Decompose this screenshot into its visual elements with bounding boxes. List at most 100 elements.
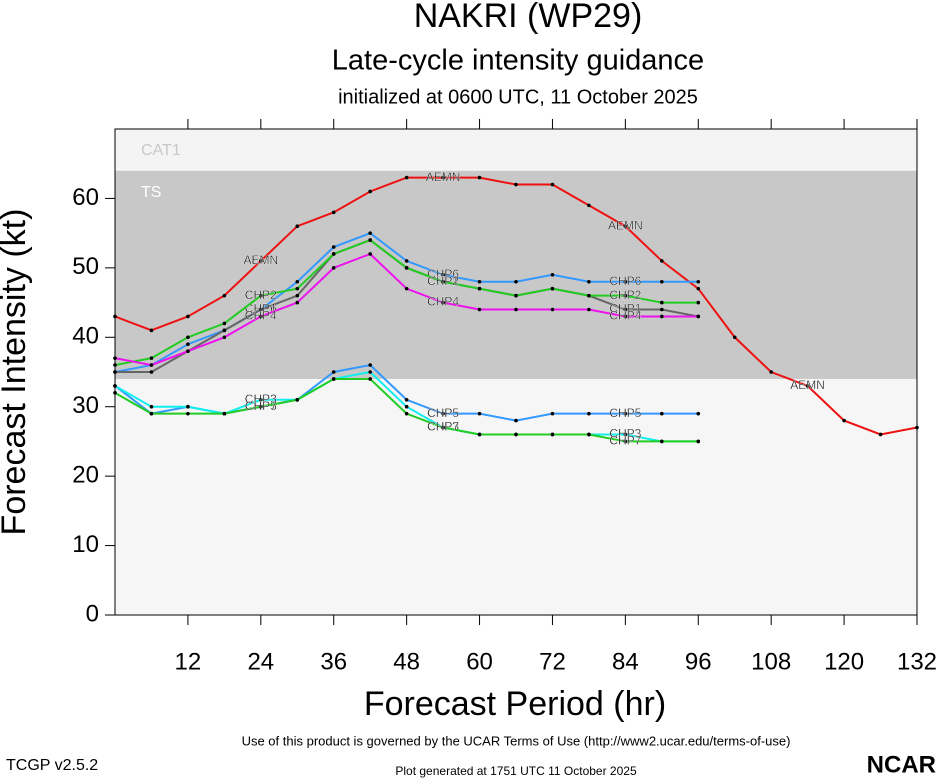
data-point <box>404 259 409 263</box>
data-point <box>477 307 482 312</box>
data-point <box>696 411 701 416</box>
data-point <box>623 224 628 228</box>
x-tick-label: 84 <box>612 648 639 675</box>
series: CHP2 CHP2 CHP2 <box>113 238 701 367</box>
data-point <box>331 377 336 381</box>
intensity-band <box>115 129 917 171</box>
data-point <box>623 432 628 437</box>
y-tick-label: 50 <box>72 253 99 280</box>
series: CHP4 CHP4 CHP4 <box>113 252 701 367</box>
x-tick-label: 48 <box>393 648 420 675</box>
x-axis-label: Forecast Period (hr) <box>364 685 666 723</box>
data-point <box>331 266 336 270</box>
data-point <box>623 279 628 284</box>
data-point <box>149 370 154 374</box>
data-point <box>295 279 300 284</box>
data-point <box>477 411 482 416</box>
data-point <box>660 307 664 312</box>
series-name: CHP5 <box>609 406 641 420</box>
series: AEMN AEMN AEMN AEMN <box>113 170 919 437</box>
logo: NCAR <box>867 751 936 778</box>
data-point <box>514 432 518 437</box>
data-point <box>732 335 737 340</box>
x-tick-label: 72 <box>539 648 566 675</box>
data-point <box>769 370 773 374</box>
y-tick-label: 20 <box>72 461 99 488</box>
x-tick-label: 132 <box>897 648 937 675</box>
series-name: AEMN <box>790 378 825 392</box>
data-point <box>331 370 336 374</box>
y-tick-label: 0 <box>86 600 99 627</box>
data-point <box>477 279 482 284</box>
data-point <box>514 182 518 187</box>
series-name: CHP2 <box>245 288 277 302</box>
data-point <box>368 252 372 256</box>
x-tick-label: 36 <box>320 648 347 675</box>
y-tick-label: 30 <box>72 392 99 419</box>
data-point <box>514 418 518 423</box>
data-point <box>477 432 482 437</box>
intensity-band <box>115 170 917 379</box>
data-point <box>696 300 701 305</box>
data-point <box>660 314 664 319</box>
data-point <box>623 314 628 319</box>
series-name: CHP7 <box>245 399 277 413</box>
data-point <box>186 314 190 319</box>
data-point <box>550 273 555 277</box>
series-name: CHP3 <box>609 427 641 441</box>
data-point <box>514 307 518 312</box>
data-point <box>368 189 372 194</box>
data-point <box>696 439 701 444</box>
data-point <box>113 391 117 395</box>
band-label: TS <box>141 184 161 201</box>
x-tick-label: 120 <box>824 648 864 675</box>
data-point <box>623 439 628 444</box>
data-point <box>842 418 846 423</box>
series-name: CHP3 <box>245 392 277 406</box>
data-point <box>368 238 372 242</box>
series-name: AEMN <box>426 170 461 184</box>
y-axis-label: Forecast Intensity (kt) <box>0 209 33 536</box>
series: CHP6CHP6CHP6 <box>113 231 701 374</box>
data-point <box>477 286 482 291</box>
x-tick-label: 60 <box>466 648 493 675</box>
data-point <box>587 279 591 284</box>
data-point <box>915 425 919 430</box>
data-point <box>368 377 372 381</box>
data-point <box>550 182 555 187</box>
data-point <box>441 425 445 430</box>
data-point <box>660 411 664 416</box>
data-point <box>404 286 409 291</box>
data-point <box>368 231 372 235</box>
series-name: CHP1 <box>609 302 641 316</box>
data-point <box>550 432 555 437</box>
data-point <box>477 175 482 180</box>
data-point <box>878 432 883 437</box>
x-tick-label: 24 <box>247 648 274 675</box>
data-point <box>587 411 591 416</box>
data-point <box>550 307 555 312</box>
data-point <box>404 266 409 270</box>
data-point <box>696 279 701 284</box>
data-point <box>259 397 263 402</box>
data-point <box>660 259 664 263</box>
data-point <box>295 300 300 305</box>
data-point <box>441 273 445 277</box>
data-point <box>149 328 154 333</box>
data-point <box>113 370 117 374</box>
data-point <box>331 210 336 215</box>
data-point <box>113 384 117 388</box>
chart-subtitle: initialized at 0600 UTC, 11 October 2025 <box>338 86 698 108</box>
series-name: CHP4 <box>609 309 641 323</box>
data-point <box>441 279 445 284</box>
data-point <box>295 224 300 228</box>
y-tick-label: 10 <box>72 531 99 558</box>
data-point <box>623 411 628 416</box>
y-tick-label: 40 <box>72 323 99 350</box>
data-point <box>259 293 263 298</box>
y-tick-label: 60 <box>72 184 99 211</box>
data-point <box>514 279 518 284</box>
data-point <box>295 286 300 291</box>
data-point <box>259 307 263 312</box>
data-point <box>404 397 409 402</box>
